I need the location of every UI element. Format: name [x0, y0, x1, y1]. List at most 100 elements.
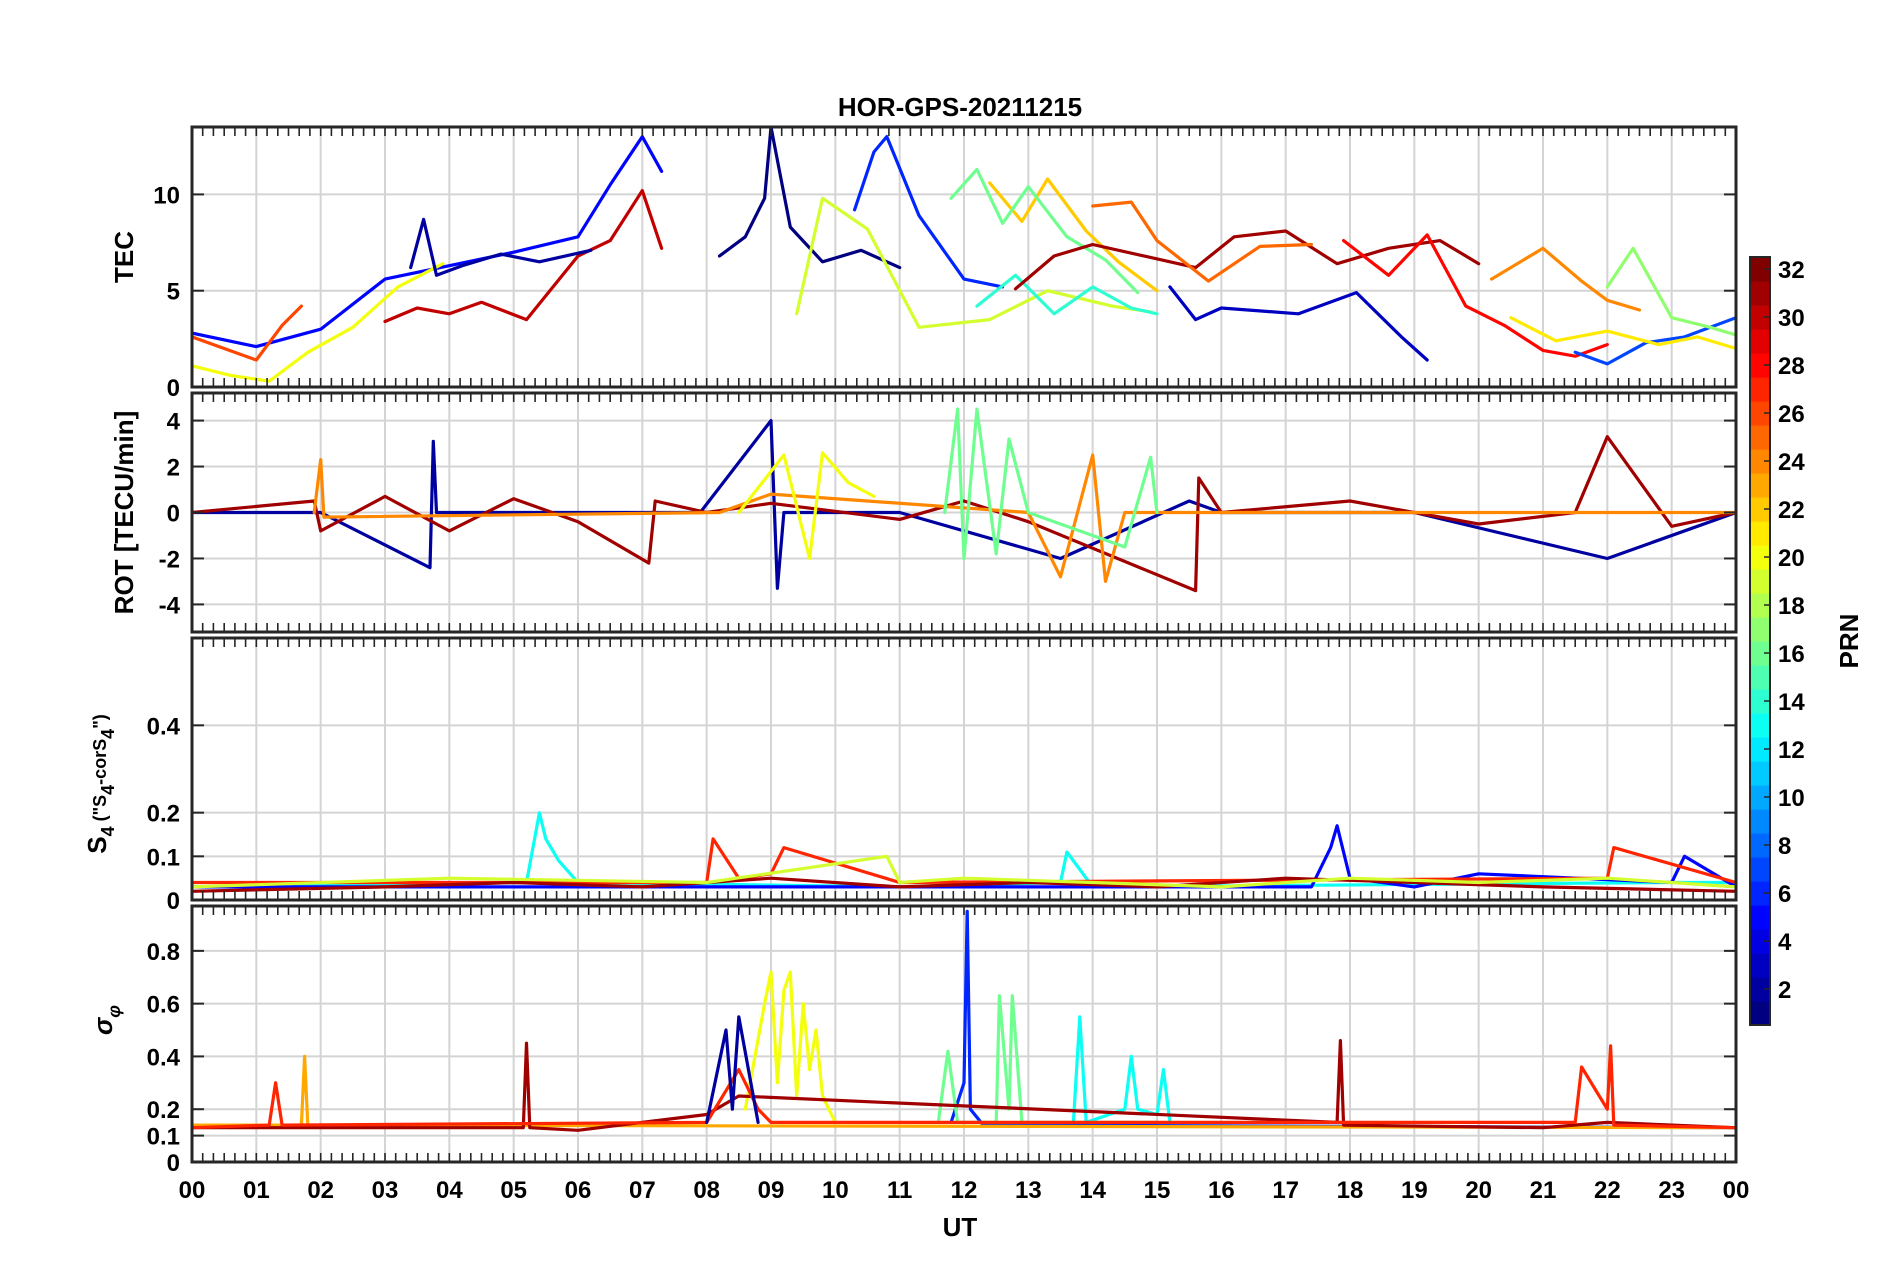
colorbar-segment — [1750, 953, 1770, 978]
sigma-symbol: σ — [88, 1016, 118, 1035]
colorbar-segment — [1750, 713, 1770, 738]
y-tick-label: 0.4 — [147, 1044, 181, 1071]
phi-subscript: φ — [104, 1005, 124, 1018]
x-tick-label: 15 — [1144, 1177, 1171, 1204]
x-tick-label: 01 — [243, 1177, 270, 1204]
x-tick-label: 04 — [436, 1177, 463, 1204]
panel-tec: 0 5 10 TEC — [109, 125, 1738, 402]
prn-16-line — [949, 167, 1140, 295]
colorbar-tick-label: 30 — [1778, 305, 1805, 332]
colorbar-segment — [1750, 809, 1770, 834]
colorbar-tick-label: 32 — [1778, 257, 1805, 284]
x-minor-ticks — [191, 127, 1737, 387]
s4-label-part: S — [82, 836, 112, 853]
panel-rot: -4 -2 0 2 4 ROT [TECU/min] — [109, 391, 1738, 634]
s4-label-part: 4 — [98, 826, 118, 836]
colorbar-segment — [1750, 329, 1770, 354]
colorbar-label: PRN — [1834, 614, 1864, 669]
prn-27-line — [192, 837, 1736, 885]
colorbar-segment — [1750, 473, 1770, 498]
colorbar-tick-label: 22 — [1778, 497, 1805, 524]
y-tick-label: 0.2 — [147, 801, 180, 828]
y-tick-label: 4 — [167, 409, 181, 436]
colorbar-tick-label: 12 — [1778, 737, 1805, 764]
prn-16-line — [943, 407, 1159, 561]
colorbar-segment — [1750, 857, 1770, 882]
colorbar-tick-label: 20 — [1778, 545, 1805, 572]
x-tick-label: 07 — [629, 1177, 656, 1204]
prn-19-line — [192, 854, 1736, 889]
panel-series — [192, 811, 1736, 893]
s4-label-part: 4 — [98, 729, 118, 739]
prn-31-line — [192, 435, 1736, 593]
prn-2-line — [705, 1015, 760, 1124]
x-tick-label: 21 — [1530, 1177, 1557, 1204]
s4-label-part: 4 — [98, 785, 118, 795]
prn-20-line — [743, 970, 837, 1124]
colorbar-segment — [1750, 905, 1770, 930]
colorbar-tick-label: 26 — [1778, 401, 1805, 428]
prn-2-line — [409, 217, 593, 277]
prn-30-line — [383, 189, 664, 324]
colorbar-segment — [1750, 281, 1770, 306]
prn-24-line — [1489, 246, 1642, 312]
x-tick-label: 22 — [1594, 1177, 1621, 1204]
y-tick-label: 10 — [153, 182, 180, 209]
colorbar-segment — [1750, 497, 1770, 522]
prn-3-line — [1168, 285, 1429, 362]
y-tick-label: 0 — [167, 375, 180, 402]
prn-31-line — [1013, 229, 1481, 291]
colorbar-segment — [1750, 353, 1770, 378]
x-tick-label: 05 — [500, 1177, 527, 1204]
y-tick-label: 0 — [167, 501, 180, 528]
y-axis-label-rot: ROT [TECU/min] — [109, 411, 139, 615]
prn-21-line — [1509, 316, 1736, 351]
x-tick-label: 00 — [179, 1177, 206, 1204]
x-tick-label: 09 — [758, 1177, 785, 1204]
colorbar-tick-label: 18 — [1778, 593, 1805, 620]
prn-22-line — [988, 177, 1159, 293]
x-tick-label: 17 — [1272, 1177, 1299, 1204]
colorbar-segment — [1750, 785, 1770, 810]
colorbar-tick-label: 28 — [1778, 353, 1805, 380]
x-tick-label: 19 — [1401, 1177, 1428, 1204]
colorbar-tick-label: 10 — [1778, 785, 1805, 812]
colorbar-tick-label: 8 — [1778, 833, 1791, 860]
colorbar-tick-label: 4 — [1778, 929, 1792, 956]
colorbar-frame — [1749, 256, 1771, 1026]
x-minor-ticks — [191, 906, 1737, 1162]
y-tick-label: 0.4 — [147, 713, 181, 740]
colorbar-segment — [1750, 257, 1770, 282]
y-tick-label: 0 — [167, 888, 180, 915]
y-tick-label: 0.1 — [147, 844, 180, 871]
panel-s4: 0 0.1 0.2 0.4 S4 ("S4-corS4") — [82, 636, 1738, 915]
x-tick-label: 02 — [307, 1177, 334, 1204]
x-tick-label: 14 — [1079, 1177, 1106, 1204]
colorbar-tick-label: 16 — [1778, 641, 1805, 668]
prn-27-line — [192, 1044, 1736, 1130]
x-minor-ticks — [191, 393, 1737, 632]
prn-28-line — [1342, 233, 1609, 358]
colorbar-segment — [1750, 929, 1770, 954]
colorbar-segment — [1750, 305, 1770, 330]
y-axis-label-s4: S4 ("S4-corS4") — [82, 714, 118, 853]
colorbar-segment — [1750, 689, 1770, 714]
colorbar-segment — [1750, 881, 1770, 906]
y-tick-label: 2 — [167, 455, 180, 482]
colorbar-segment — [1750, 833, 1770, 858]
y-axis-label-tec: TEC — [109, 231, 139, 283]
y-tick-label: 5 — [167, 279, 180, 306]
y-tick-label: 0.6 — [147, 992, 180, 1019]
chart-title: HOR-GPS-20211215 — [838, 92, 1082, 122]
x-tick-label: 10 — [822, 1177, 849, 1204]
x-minor-ticks — [191, 638, 1737, 900]
x-tick-label: 08 — [693, 1177, 720, 1204]
prn-17-line — [1605, 246, 1736, 337]
panel-series — [192, 407, 1736, 593]
colorbar-segment — [1750, 569, 1770, 594]
colorbar-segment — [1750, 593, 1770, 618]
y-tick-label: 0 — [167, 1150, 180, 1177]
